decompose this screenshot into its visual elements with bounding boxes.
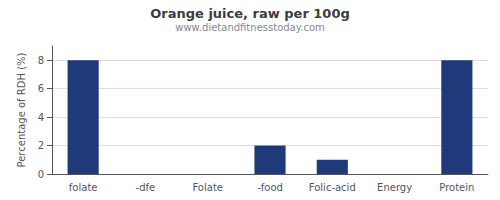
svg-text:Orange juice, raw per 100g: Orange juice, raw per 100g xyxy=(150,6,350,21)
svg-text:www.dietandfitnesstoday.com: www.dietandfitnesstoday.com xyxy=(175,22,324,33)
svg-text:folate: folate xyxy=(69,182,98,193)
svg-text:Folate: Folate xyxy=(192,182,223,193)
svg-text:Folic-acid: Folic-acid xyxy=(309,182,356,193)
svg-text:6: 6 xyxy=(38,83,44,94)
svg-text:0: 0 xyxy=(38,169,44,180)
svg-text:8: 8 xyxy=(38,55,44,66)
svg-text:Energy: Energy xyxy=(377,182,412,193)
svg-text:-food: -food xyxy=(257,182,283,193)
svg-text:Protein: Protein xyxy=(439,182,474,193)
svg-text:-dfe: -dfe xyxy=(136,182,156,193)
svg-text:2: 2 xyxy=(38,140,44,151)
svg-text:4: 4 xyxy=(38,112,44,123)
svg-text:Percentage of RDH (%): Percentage of RDH (%) xyxy=(16,52,27,167)
